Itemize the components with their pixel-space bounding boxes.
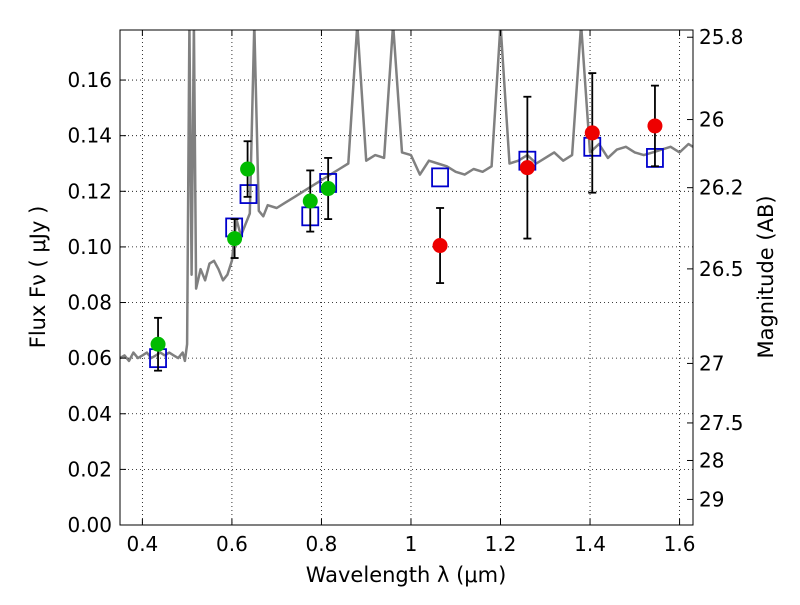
right-tick-label: 27 — [699, 351, 724, 375]
axes-layer: 0.4 0.6 0.8 1 1.2 1.4 1.6 0.00 0.02 0.04 0.06 0.08 0… — [67, 25, 743, 556]
x-tick-label: 1.4 — [574, 532, 606, 556]
y-tick-label: 0.10 — [67, 235, 112, 259]
right-tick-label: 26.5 — [699, 257, 744, 281]
x-tick-label: 1.2 — [485, 532, 517, 556]
y-tick-label: 0.02 — [67, 457, 112, 481]
y-tick-label: 0.04 — [67, 402, 112, 426]
data-point-marker — [432, 238, 448, 254]
x-tick-label: 1.6 — [664, 532, 696, 556]
right-tick-label: 29 — [699, 487, 724, 511]
y-tick-label: 0.00 — [67, 513, 112, 537]
data-point-marker — [302, 193, 318, 209]
grid-lines — [120, 30, 693, 526]
data-point-marker — [150, 336, 166, 352]
plot-area — [120, 30, 693, 372]
right-tick-label: 26.2 — [699, 176, 744, 200]
y-axis-label-left: Flux Fν ( μJy ) — [26, 206, 50, 349]
y-tick-label: 0.12 — [67, 179, 112, 203]
plot-background — [120, 30, 693, 525]
right-tick-label: 27.5 — [699, 411, 744, 435]
right-tick-label: 28 — [699, 448, 724, 472]
model-square-marker — [431, 167, 449, 188]
data-point-marker — [584, 125, 600, 141]
x-tick-label: 0.4 — [126, 532, 158, 556]
y-tick-label: 0.06 — [67, 346, 112, 370]
spectrum-line — [120, 30, 693, 363]
series-layer — [120, 30, 693, 372]
right-tick-label: 25.8 — [699, 25, 744, 49]
data-point-marker — [519, 160, 535, 176]
y-tick-label: 0.16 — [67, 68, 112, 92]
plot-frame — [119, 29, 694, 526]
x-tick-label: 0.6 — [216, 532, 248, 556]
data-point-marker — [227, 231, 243, 247]
y-axis-label-right: Magnitude (AB) — [754, 195, 778, 358]
data-point-marker — [320, 181, 336, 197]
data-point-marker — [240, 161, 256, 177]
x-tick-label: 1 — [405, 532, 418, 556]
data-point-marker — [647, 118, 663, 134]
x-tick-label: 0.8 — [306, 532, 338, 556]
y-tick-label: 0.08 — [67, 291, 112, 315]
right-tick-label: 26 — [699, 108, 724, 132]
y-tick-label: 0.14 — [67, 124, 112, 148]
x-axis-label: Wavelength λ (μm) — [306, 563, 507, 587]
